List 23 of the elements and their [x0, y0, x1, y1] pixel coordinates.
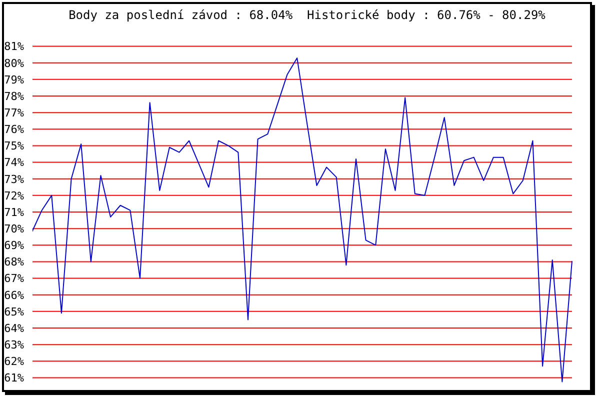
y-tick-label: 66% — [4, 288, 24, 302]
line-series — [32, 58, 572, 382]
y-tick-label: 65% — [4, 305, 24, 318]
y-tick-label: 67% — [4, 272, 24, 286]
y-tick-label: 64% — [4, 322, 24, 335]
y-tick-label: 80% — [4, 56, 24, 70]
y-tick-label: 74% — [4, 156, 24, 170]
y-tick-label: 61% — [4, 372, 24, 385]
y-tick-label: 75% — [4, 140, 24, 153]
y-tick-label: 78% — [4, 90, 24, 103]
y-tick-label: 77% — [4, 106, 24, 120]
y-tick-label: 81% — [4, 40, 24, 54]
y-tick-label: 68% — [4, 256, 24, 269]
y-tick-label: 72% — [4, 189, 24, 202]
chart-title: Body za poslední závod : 68.04% Historické body : 60.76% - 80.29% — [68, 7, 546, 24]
y-tick-label: 71% — [4, 206, 24, 219]
y-tick-label: 76% — [4, 123, 24, 136]
y-tick-label: 63% — [4, 338, 24, 352]
y-tick-label: 79% — [4, 73, 24, 86]
y-tick-label: 73% — [4, 172, 24, 186]
y-tick-label: 69% — [4, 239, 24, 252]
y-tick-label: 70% — [4, 222, 24, 236]
y-tick-label: 62% — [4, 355, 24, 368]
